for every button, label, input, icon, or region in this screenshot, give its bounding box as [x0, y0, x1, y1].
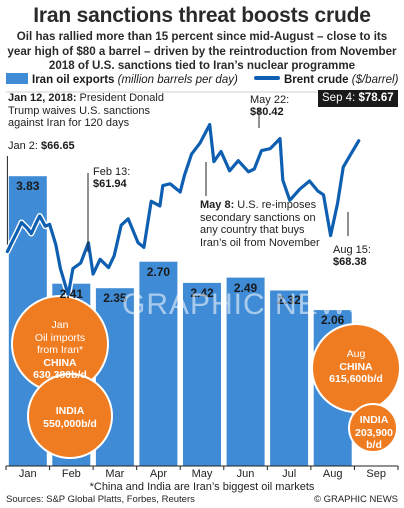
may8-date: May 8:	[200, 199, 235, 211]
month-label-may: May	[191, 468, 213, 480]
may8-text-2: secondary sanctions on	[200, 211, 316, 224]
bar-may	[183, 282, 221, 466]
footnote: *China and India are Iran’s biggest oil …	[89, 481, 315, 493]
bar-value-jan: 3.83	[16, 179, 40, 194]
legend: Iran oil exports (million barrels per da…	[6, 72, 398, 88]
aug-bubble-month: Aug	[346, 348, 366, 360]
jan2-label: Jan 2: $66.65	[8, 140, 75, 152]
legend-brent-unit: ($/barrel)	[351, 74, 399, 86]
month-label-sep: Sep	[366, 468, 386, 480]
may8-text-4: Iran’s oil from November	[200, 236, 320, 249]
aug-china-label: CHINA	[339, 360, 373, 373]
jan2-date: Jan 2:	[8, 140, 38, 152]
watermark: GRAPHIC NEWS	[122, 288, 370, 321]
sep4-label: Sep 4: $78.67	[318, 90, 398, 107]
line-swatch-icon	[254, 76, 280, 80]
sep4-date: Sep 4:	[322, 92, 356, 104]
legend-exports-label: Iran oil exports	[32, 74, 115, 86]
month-label-jul: Jul	[282, 468, 297, 480]
month-label-jun: Jun	[236, 468, 255, 480]
page-title: Iran sanctions threat boosts crude	[33, 4, 371, 27]
bar-value-may: 2.42	[190, 285, 214, 300]
jan12-text-3: against Iran for 120 days	[8, 117, 130, 129]
jan-bubble-month: Jan	[51, 319, 69, 331]
jan12-text-1: President Donald	[76, 92, 164, 104]
brent-line-stroke	[5, 122, 361, 297]
month-label-mar: Mar	[105, 468, 125, 480]
jan-bubble-title-2: Oil imports	[34, 331, 86, 344]
bar-value-jul: 2.32	[277, 293, 301, 308]
jan12-annotation: Jan 12, 2018: President Donald Trump wai…	[8, 92, 164, 130]
may8-text-3: any country that buys	[200, 224, 305, 236]
feb13-value: $61.94	[93, 178, 127, 190]
bar-value-aug: 2.06	[320, 313, 345, 328]
subtitle: Oil has rallied more than 15 percent sin…	[7, 30, 397, 72]
jan-india-label: INDIA	[55, 405, 85, 417]
bar-value-jun: 2.49	[233, 280, 258, 295]
sep4-value: $78.67	[358, 92, 394, 104]
aug-bubble-text: Aug CHINA 615,600b/d	[318, 348, 394, 386]
may22-label: May 22: $80.42	[250, 94, 289, 118]
aug-india-unit: b/d	[366, 439, 382, 451]
jan-china-value: 630,380b/d	[33, 369, 87, 381]
bar-apr	[139, 261, 178, 466]
jan-india-text: INDIA 550,000b/d	[28, 405, 112, 430]
aug15-label: Aug 15: $68.38	[333, 244, 371, 268]
month-label-aug: Aug	[322, 468, 343, 480]
jan-india-bubble	[27, 373, 113, 459]
month-label-jan: Jan	[18, 468, 37, 480]
may22-date: May 22:	[250, 94, 290, 106]
aug-india-bubble	[348, 403, 398, 453]
aug-india-value: 203,900	[355, 426, 393, 439]
bar-swatch-icon	[6, 73, 28, 84]
jan-india-value: 550,000b/d	[43, 417, 97, 430]
jan12-date: Jan 12, 2018:	[8, 92, 77, 104]
legend-item-exports: Iran oil exports (million barrels per da…	[6, 72, 238, 88]
jan-bubble-text: Jan Oil imports from Iran* CHINA 630,380…	[14, 319, 106, 382]
jan2-value: $66.65	[41, 140, 75, 152]
bar-value-mar: 2.35	[103, 291, 127, 306]
legend-exports-unit: (million barrels per day)	[117, 74, 238, 86]
bubbles	[11, 295, 401, 459]
bar-value-apr: 2.70	[146, 264, 171, 279]
aug15-date: Aug 15:	[333, 244, 371, 256]
aug-india-label: INDIA	[359, 414, 389, 426]
aug-india-text: INDIA 203,900 b/d	[352, 414, 396, 452]
credit: © GRAPHIC NEWS	[313, 494, 398, 505]
sources: Sources: S&P Global Platts, Forbes, Reut…	[6, 494, 195, 505]
feb13-date: Feb 13:	[93, 166, 131, 178]
jan-china-label: CHINA	[43, 356, 77, 369]
may22-value: $80.42	[250, 106, 284, 118]
bar-jul	[270, 290, 309, 466]
legend-item-brent: Brent crude ($/barrel)	[254, 72, 398, 88]
month-label-apr: Apr	[149, 468, 167, 480]
feb13-label: Feb 13: $61.94	[93, 166, 130, 190]
bar-value-feb: 2.41	[59, 286, 83, 301]
aug-china-value: 615,600b/d	[329, 373, 383, 385]
may8-text-1: U.S. re-imposes	[234, 199, 317, 211]
legend-brent-label: Brent crude	[284, 74, 349, 86]
may8-annotation: May 8: U.S. re-imposes secondary sanctio…	[200, 199, 320, 249]
month-ticks	[5, 465, 399, 470]
jan12-text-2: Trump waives U.S. sanctions	[8, 104, 151, 117]
jan-bubble-title-3: from Iran*	[36, 344, 84, 356]
month-label-feb: Feb	[61, 468, 81, 480]
bar-jun	[226, 277, 265, 466]
aug15-value: $68.38	[333, 256, 367, 268]
